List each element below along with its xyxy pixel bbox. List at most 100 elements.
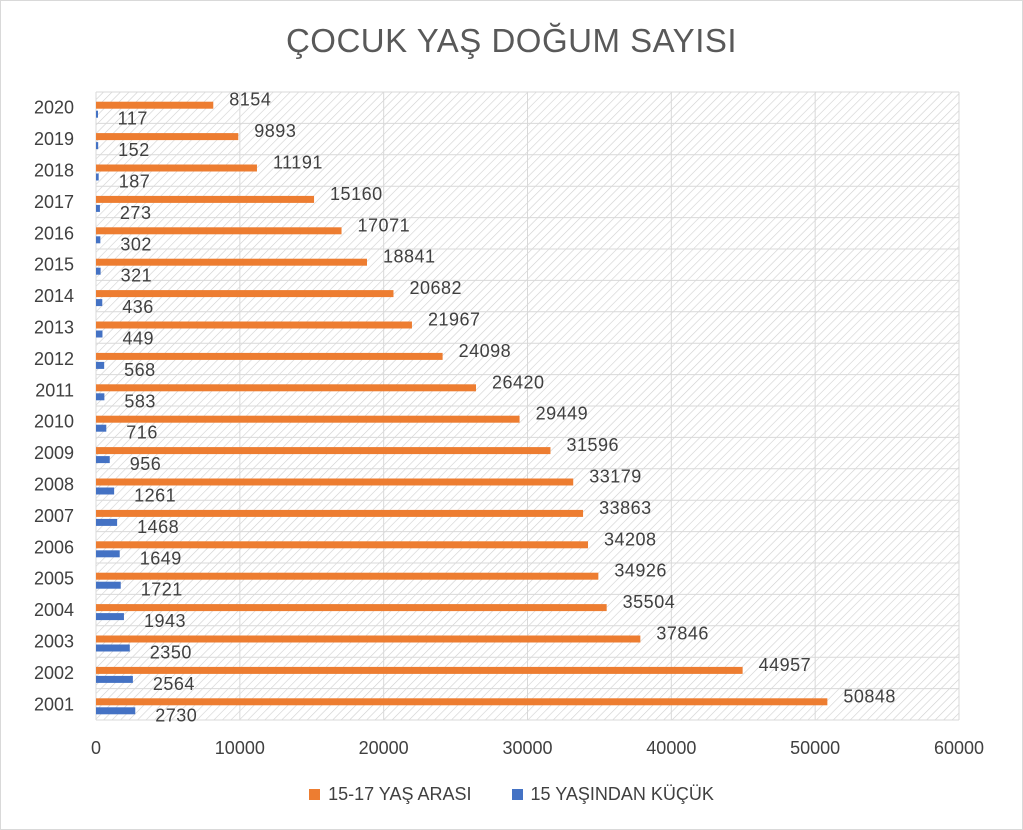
bar-15-17 bbox=[96, 604, 607, 612]
bar-15-17 bbox=[96, 321, 412, 329]
y-tick-label: 2018 bbox=[34, 161, 74, 181]
bar-15-17 bbox=[96, 258, 367, 266]
bar-under-15 bbox=[96, 518, 118, 526]
data-label-15-17: 17071 bbox=[358, 215, 411, 235]
y-tick-label: 2014 bbox=[34, 286, 74, 306]
data-label-under-15: 302 bbox=[120, 234, 152, 254]
data-label-under-15: 956 bbox=[130, 454, 162, 474]
bar-under-15 bbox=[96, 361, 105, 369]
data-label-under-15: 1943 bbox=[144, 611, 186, 631]
data-label-under-15: 321 bbox=[121, 266, 153, 286]
legend-label-under-15: 15 YAŞINDAN KÜÇÜK bbox=[530, 784, 714, 804]
bar-15-17 bbox=[96, 478, 574, 486]
data-label-under-15: 2730 bbox=[155, 705, 197, 725]
y-tick-label: 2012 bbox=[34, 349, 74, 369]
data-label-under-15: 1261 bbox=[134, 486, 176, 506]
bar-15-17 bbox=[96, 541, 589, 549]
data-label-under-15: 449 bbox=[122, 329, 154, 349]
bar-15-17 bbox=[96, 698, 828, 706]
y-tick-label: 2020 bbox=[34, 98, 74, 118]
bar-under-15 bbox=[96, 675, 133, 683]
data-label-under-15: 2564 bbox=[153, 674, 195, 694]
data-label-15-17: 35504 bbox=[623, 592, 676, 612]
data-label-under-15: 716 bbox=[126, 423, 158, 443]
data-label-under-15: 583 bbox=[124, 391, 156, 411]
data-label-under-15: 1649 bbox=[140, 548, 182, 568]
data-label-under-15: 273 bbox=[120, 203, 152, 223]
data-label-15-17: 8154 bbox=[229, 90, 271, 110]
bar-under-15 bbox=[96, 550, 120, 558]
legend: 15-17 YAŞ ARASI 15 YAŞINDAN KÜÇÜK bbox=[0, 784, 1023, 805]
bar-under-15 bbox=[96, 142, 99, 150]
x-tick-label: 20000 bbox=[359, 738, 409, 758]
bar-under-15 bbox=[96, 613, 124, 621]
y-tick-label: 2011 bbox=[35, 380, 74, 400]
data-label-15-17: 31596 bbox=[566, 435, 619, 455]
x-tick-label: 40000 bbox=[646, 738, 696, 758]
data-label-15-17: 9893 bbox=[254, 121, 296, 141]
data-label-15-17: 21967 bbox=[428, 310, 481, 330]
y-tick-label: 2004 bbox=[34, 600, 74, 620]
x-tick-label: 60000 bbox=[934, 738, 984, 758]
y-tick-label: 2003 bbox=[34, 632, 74, 652]
y-tick-label: 2001 bbox=[34, 694, 74, 714]
legend-item-under-15: 15 YAŞINDAN KÜÇÜK bbox=[511, 784, 714, 805]
bar-15-17 bbox=[96, 447, 551, 455]
legend-label-15-17: 15-17 YAŞ ARASI bbox=[328, 784, 472, 804]
bar-15-17 bbox=[96, 415, 520, 423]
data-label-15-17: 15160 bbox=[330, 184, 383, 204]
x-tick-label: 50000 bbox=[790, 738, 840, 758]
bar-under-15 bbox=[96, 707, 136, 715]
y-tick-label: 2015 bbox=[34, 255, 74, 275]
bar-15-17 bbox=[96, 101, 214, 109]
bar-15-17 bbox=[96, 572, 599, 580]
bar-15-17 bbox=[96, 509, 584, 517]
data-label-15-17: 20682 bbox=[409, 278, 462, 298]
bar-under-15 bbox=[96, 424, 107, 432]
x-tick-label: 30000 bbox=[502, 738, 552, 758]
data-label-15-17: 34208 bbox=[604, 529, 657, 549]
data-label-15-17: 44957 bbox=[759, 655, 812, 675]
bar-15-17 bbox=[96, 666, 743, 674]
chart-title: ÇOCUK YAŞ DOĞUM SAYISI bbox=[285, 22, 738, 59]
data-label-15-17: 50848 bbox=[843, 686, 896, 706]
data-label-15-17: 33179 bbox=[589, 467, 642, 487]
bar-15-17 bbox=[96, 352, 443, 360]
bar-15-17 bbox=[96, 164, 257, 172]
y-tick-label: 2019 bbox=[34, 129, 74, 149]
bar-15-17 bbox=[96, 635, 641, 643]
data-label-under-15: 1468 bbox=[137, 517, 179, 537]
data-label-15-17: 33863 bbox=[599, 498, 652, 518]
bar-under-15 bbox=[96, 393, 105, 401]
data-label-15-17: 26420 bbox=[492, 372, 545, 392]
y-tick-label: 2008 bbox=[34, 475, 74, 495]
data-label-under-15: 152 bbox=[118, 140, 150, 160]
y-tick-label: 2006 bbox=[34, 537, 74, 557]
bar-under-15 bbox=[96, 644, 130, 652]
data-label-15-17: 29449 bbox=[536, 404, 589, 424]
bar-15-17 bbox=[96, 133, 239, 141]
data-label-15-17: 11191 bbox=[273, 153, 323, 173]
y-tick-label: 2017 bbox=[34, 192, 74, 212]
legend-item-15-17: 15-17 YAŞ ARASI bbox=[309, 784, 472, 805]
data-label-under-15: 436 bbox=[122, 297, 154, 317]
legend-swatch-blue bbox=[511, 789, 523, 800]
data-label-under-15: 187 bbox=[119, 172, 151, 192]
y-tick-label: 2002 bbox=[34, 663, 74, 683]
bar-under-15 bbox=[96, 487, 115, 495]
bar-15-17 bbox=[96, 290, 394, 298]
bar-under-15 bbox=[96, 581, 121, 589]
y-tick-label: 2005 bbox=[34, 569, 74, 589]
data-label-15-17: 24098 bbox=[459, 341, 512, 361]
legend-swatch-orange bbox=[309, 789, 321, 800]
data-label-15-17: 34926 bbox=[614, 561, 667, 581]
y-tick-label: 2009 bbox=[34, 443, 74, 463]
data-label-under-15: 1721 bbox=[141, 580, 183, 600]
bar-under-15 bbox=[96, 110, 98, 118]
bar-under-15 bbox=[96, 204, 100, 212]
y-tick-label: 2010 bbox=[34, 412, 74, 432]
bar-15-17 bbox=[96, 384, 477, 392]
bar-under-15 bbox=[96, 173, 99, 181]
data-label-under-15: 568 bbox=[124, 360, 156, 380]
bar-under-15 bbox=[96, 299, 103, 307]
